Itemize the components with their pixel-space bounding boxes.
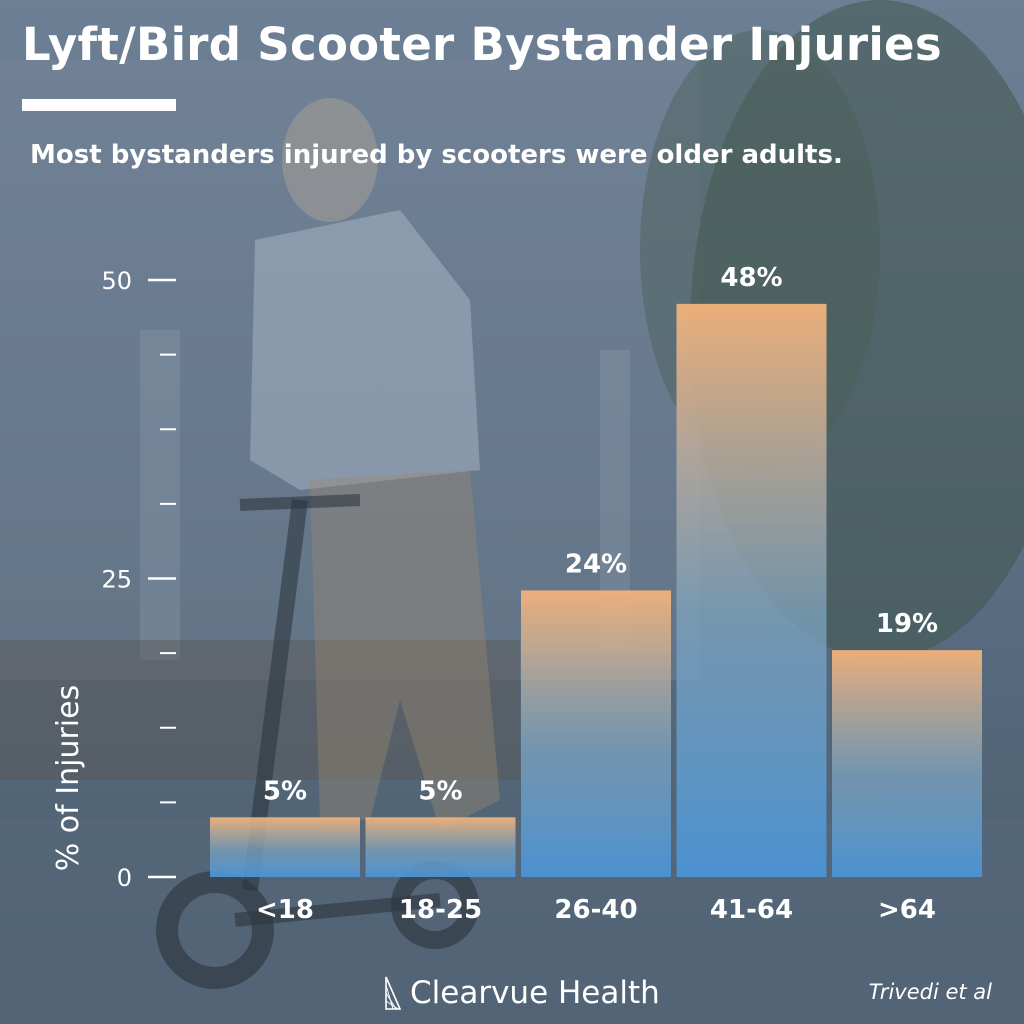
scooter-deck — [234, 893, 441, 927]
page-title: Lyft/Bird Scooter Bystander Injuries — [22, 18, 942, 71]
y-axis: 0 25 50 — [101, 267, 176, 892]
data-label: 19% — [876, 609, 938, 639]
data-label: 24% — [565, 549, 627, 579]
person-torso — [250, 210, 480, 490]
scooter-handlebar — [239, 494, 361, 511]
building-columns — [140, 330, 180, 660]
bar-18-25 — [365, 817, 516, 877]
data-label: 48% — [720, 263, 782, 293]
y-axis-label: % of Injuries — [51, 685, 86, 871]
x-tick-label: 26-40 — [554, 895, 637, 925]
data-label: 5% — [418, 776, 462, 806]
x-tick-label: 18-25 — [399, 895, 482, 925]
bar-26-40 — [521, 590, 671, 877]
labels: 5% <18 5% 18-25 24% 26-40 48% 41-64 19% >64 — [256, 263, 938, 925]
person-legs — [310, 470, 500, 830]
x-tick-label: 41-64 — [710, 895, 793, 925]
page-subtitle: Most bystanders injured by scooters were… — [30, 140, 843, 170]
bar->64 — [832, 650, 982, 877]
building — [0, 60, 700, 680]
bars — [210, 303, 982, 877]
source-citation: Trivedi et al — [868, 980, 992, 1004]
logo-mark-icon — [385, 976, 402, 1010]
scooter-wheel — [156, 871, 274, 989]
y-tick-label: 25 — [101, 566, 132, 594]
person-head — [282, 98, 378, 222]
brand-logo: Clearvue Health — [384, 968, 660, 1018]
y-tick-label: 50 — [101, 267, 132, 295]
bar-41-64 — [676, 303, 827, 877]
x-tick-label: <18 — [256, 895, 314, 925]
data-label: 5% — [263, 776, 307, 806]
bar-<18 — [210, 817, 360, 877]
x-tick-label: >64 — [878, 895, 936, 925]
y-tick-label: 0 — [117, 864, 132, 892]
title-underline — [22, 99, 176, 111]
brand-name: Clearvue Health — [410, 975, 660, 1011]
